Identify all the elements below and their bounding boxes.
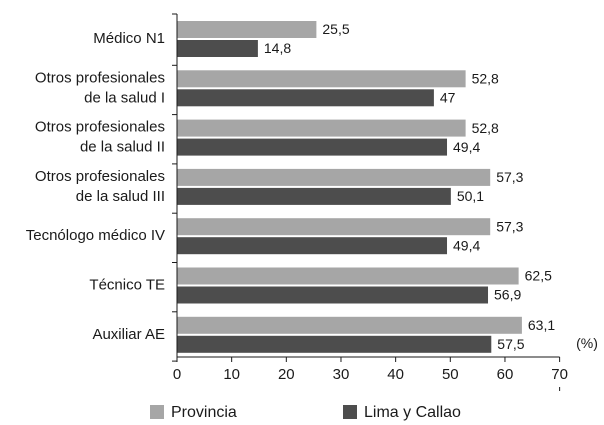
category-label: Otros profesionales bbox=[35, 69, 165, 86]
x-tick-label: 0 bbox=[173, 366, 181, 383]
data-label: 52,8 bbox=[472, 71, 499, 87]
data-label: 25,5 bbox=[322, 21, 349, 37]
bar-provincia bbox=[177, 70, 466, 88]
bar-lima-callao bbox=[177, 89, 434, 107]
data-label: 62,5 bbox=[525, 268, 552, 284]
category-label: de la salud I bbox=[84, 89, 165, 106]
category-label: Tecnólogo médico IV bbox=[26, 227, 165, 244]
category-label: Médico N1 bbox=[93, 30, 165, 47]
legend-label-lima-callao: Lima y Callao bbox=[364, 404, 461, 421]
legend-label-provincia: Provincia bbox=[171, 404, 237, 421]
bar-lima-callao bbox=[177, 40, 258, 57]
category-label: Técnico TE bbox=[89, 276, 165, 293]
data-label: 47 bbox=[440, 90, 456, 106]
category-label: de la salud III bbox=[76, 188, 165, 205]
x-tick-label: 70 bbox=[551, 366, 568, 383]
bar-lima-callao bbox=[177, 237, 448, 255]
bar-provincia bbox=[177, 316, 522, 334]
x-tick-label: 20 bbox=[278, 366, 295, 383]
data-label: 49,4 bbox=[453, 139, 480, 155]
x-tick-label: 10 bbox=[223, 366, 240, 383]
category-label: Otros profesionales bbox=[35, 119, 165, 136]
data-label: 49,4 bbox=[453, 237, 480, 253]
bar-provincia bbox=[177, 119, 466, 137]
labels-layer: 25,5 14,8 Médico N1 52,8 47 Otros profesional… bbox=[26, 21, 598, 383]
data-label: 50,1 bbox=[457, 188, 484, 204]
data-label: 63,1 bbox=[528, 317, 555, 333]
x-tick-label: 40 bbox=[387, 366, 404, 383]
legend-swatch-provincia bbox=[150, 405, 164, 419]
data-label: 14,8 bbox=[264, 40, 291, 56]
data-label: 57,3 bbox=[496, 169, 523, 185]
legend: Provincia Lima y Callao bbox=[150, 404, 461, 421]
x-tick-label: 30 bbox=[333, 366, 350, 383]
bar-lima-callao bbox=[177, 335, 492, 353]
category-label: Otros profesionales bbox=[35, 168, 165, 185]
data-label: 56,9 bbox=[494, 287, 521, 303]
data-label: 57,5 bbox=[497, 336, 524, 352]
category-label: de la salud II bbox=[80, 139, 165, 156]
bar-provincia bbox=[177, 21, 317, 38]
bar-provincia bbox=[177, 218, 491, 236]
data-label: 52,8 bbox=[472, 120, 499, 136]
category-label: Auxiliar AE bbox=[92, 326, 165, 343]
bar-provincia bbox=[177, 267, 519, 285]
x-tick-label: 50 bbox=[442, 366, 459, 383]
x-tick-label: 60 bbox=[497, 366, 514, 383]
legend-swatch-lima-callao bbox=[343, 405, 357, 419]
bar-lima-callao bbox=[177, 187, 451, 205]
bar-provincia bbox=[177, 168, 491, 186]
axis-layer bbox=[172, 13, 561, 391]
bar-lima-callao bbox=[177, 286, 489, 304]
bars-layer bbox=[177, 21, 522, 353]
data-label: 57,3 bbox=[496, 218, 523, 234]
bar-lima-callao bbox=[177, 138, 448, 156]
unit-label: (%) bbox=[576, 335, 598, 351]
